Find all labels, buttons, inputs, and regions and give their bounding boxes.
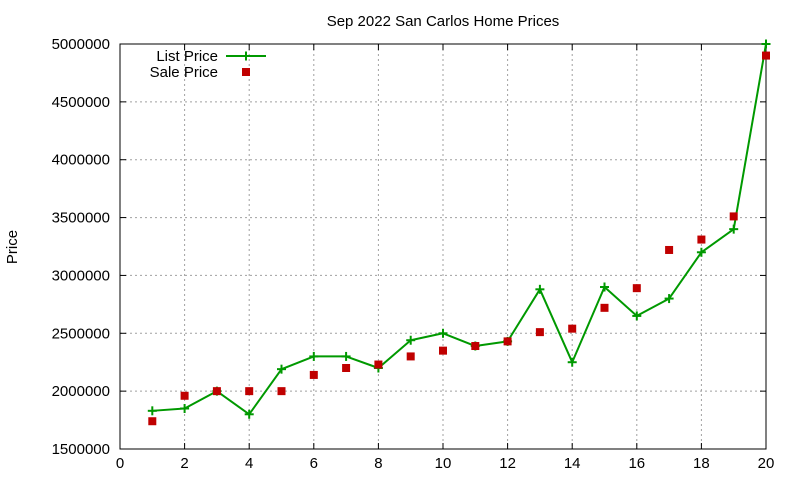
list-price-point bbox=[600, 282, 609, 292]
list-price-point bbox=[632, 311, 642, 321]
list-price-point bbox=[180, 404, 190, 413]
sale-price-point bbox=[632, 284, 641, 293]
legend-marker bbox=[242, 68, 250, 76]
list-price-point bbox=[341, 351, 351, 361]
legend-label: Sale Price bbox=[150, 64, 218, 81]
y-tick-label: 5000000 bbox=[52, 36, 110, 53]
sale-price-point bbox=[762, 51, 770, 60]
x-tick-label: 6 bbox=[310, 455, 318, 472]
sale-price-point bbox=[212, 387, 221, 396]
list-price-point bbox=[147, 406, 157, 416]
sale-price-point bbox=[503, 337, 512, 346]
sale-price-point bbox=[439, 346, 447, 355]
list-price-point bbox=[664, 294, 674, 304]
x-tick-label: 0 bbox=[116, 455, 124, 472]
list-price-point bbox=[309, 351, 319, 361]
series-sale-price bbox=[148, 51, 770, 426]
axis-ticks: 0 2 4 6 8 10 12 14 16 18 20 1500000 2000000 2500000 30… bbox=[52, 36, 775, 472]
x-tick-label: 14 bbox=[564, 455, 581, 472]
sale-price-point bbox=[180, 391, 189, 400]
list-price-point bbox=[567, 357, 577, 367]
x-tick-label: 4 bbox=[245, 455, 253, 472]
chart-title: Sep 2022 San Carlos Home Prices bbox=[327, 13, 560, 30]
sale-price-point bbox=[471, 342, 480, 351]
sale-price-point bbox=[600, 303, 609, 312]
y-tick-label: 4000000 bbox=[52, 152, 110, 169]
x-tick-label: 10 bbox=[435, 455, 452, 472]
x-tick-label: 2 bbox=[180, 455, 188, 472]
sale-price-point bbox=[535, 328, 544, 337]
sale-price-point bbox=[245, 387, 254, 396]
x-tick-label: 18 bbox=[693, 455, 710, 472]
sale-price-point bbox=[374, 360, 383, 369]
list-price-point bbox=[729, 224, 739, 234]
list-price-point bbox=[406, 335, 416, 345]
sale-price-point bbox=[729, 212, 738, 221]
list-price-point bbox=[438, 328, 448, 338]
y-tick-label: 2500000 bbox=[52, 325, 110, 342]
y-tick-label: 1500000 bbox=[52, 441, 110, 458]
sale-price-point bbox=[406, 352, 415, 361]
legend-marker bbox=[241, 51, 251, 61]
sale-price-point bbox=[148, 417, 157, 426]
x-tick-label: 16 bbox=[628, 455, 645, 472]
sale-price-point bbox=[309, 370, 318, 379]
series-list-price bbox=[147, 39, 771, 419]
y-tick-label: 4500000 bbox=[52, 94, 110, 111]
x-tick-label: 8 bbox=[374, 455, 382, 472]
list-price-point bbox=[761, 39, 771, 49]
list-price-line bbox=[152, 43, 767, 416]
x-tick-label: 20 bbox=[758, 455, 775, 472]
sale-price-point bbox=[697, 235, 706, 244]
sale-price-point bbox=[665, 245, 674, 254]
data-series bbox=[147, 39, 771, 426]
y-tick-label: 3500000 bbox=[52, 210, 110, 227]
sale-price-point bbox=[342, 364, 351, 372]
sale-price-point bbox=[568, 324, 577, 333]
list-price-point bbox=[244, 409, 254, 419]
list-price-point bbox=[277, 364, 286, 374]
y-axis-label: Price bbox=[4, 230, 21, 264]
legend-label: List Price bbox=[156, 48, 218, 65]
x-tick-label: 12 bbox=[499, 455, 516, 472]
list-price-point bbox=[696, 247, 706, 257]
sale-price-point bbox=[277, 387, 286, 396]
y-tick-label: 3000000 bbox=[52, 267, 110, 284]
list-price-point bbox=[535, 284, 545, 294]
y-tick-label: 2000000 bbox=[52, 383, 110, 400]
